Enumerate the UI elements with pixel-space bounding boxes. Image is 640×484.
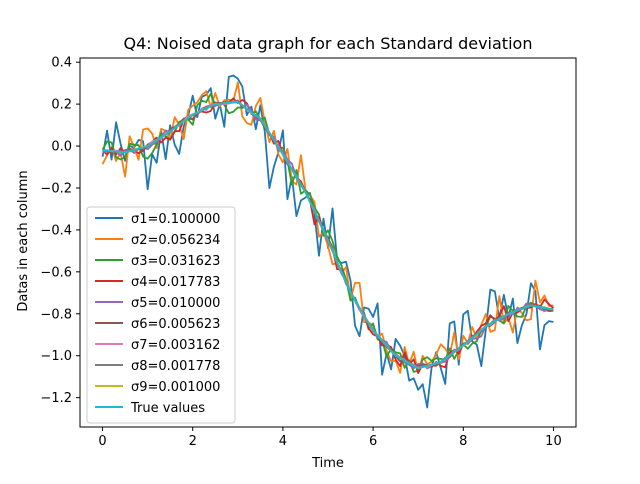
series-line-10 bbox=[102, 101, 554, 370]
y-tick-label: −0.6 bbox=[40, 265, 72, 280]
legend-label: True values bbox=[130, 401, 205, 416]
x-axis-label: Time bbox=[311, 456, 344, 471]
legend-label: σ5=0.010000 bbox=[131, 296, 220, 311]
legend-label: σ3=0.031623 bbox=[131, 254, 220, 269]
y-tick-label: 0.0 bbox=[51, 140, 72, 155]
legend-label: σ6=0.005623 bbox=[131, 317, 220, 332]
y-tick-label: −1.0 bbox=[40, 349, 72, 364]
x-tick-label: 2 bbox=[189, 434, 197, 449]
legend-box bbox=[86, 206, 236, 424]
y-tick-label: −0.8 bbox=[40, 307, 72, 322]
legend-label: σ7=0.003162 bbox=[131, 338, 220, 353]
legend: σ1=0.100000 σ2=0.056234 σ3=0.031623 σ4=0.01… bbox=[86, 206, 236, 424]
chart-title: Q4: Noised data graph for each Standard … bbox=[124, 34, 533, 53]
x-tick-label: 4 bbox=[279, 434, 287, 449]
x-tick-label: 10 bbox=[545, 434, 562, 449]
legend-label: σ2=0.056234 bbox=[131, 233, 220, 248]
x-tick-label: 6 bbox=[369, 434, 377, 449]
y-axis-label: Datas in each column bbox=[16, 170, 31, 311]
legend-label: σ4=0.017783 bbox=[131, 275, 220, 290]
legend-label: σ8=0.001778 bbox=[131, 359, 220, 374]
y-tick-label: 0.4 bbox=[51, 56, 72, 71]
series-layer bbox=[101, 74, 555, 409]
x-tick-label: 8 bbox=[459, 434, 467, 449]
plot-frame bbox=[79, 57, 577, 428]
y-tick-label: −0.4 bbox=[40, 223, 72, 238]
axes-layer: 0 2 4 6 8 10 0.4 0.2 0.0 −0.2 −0.4 −0.6 −0.8 −1.0 −1.2 bbox=[40, 56, 577, 449]
y-tick-label: −0.2 bbox=[40, 181, 72, 196]
legend-label: σ9=0.001000 bbox=[131, 380, 220, 395]
x-tick-label: 0 bbox=[98, 434, 106, 449]
y-tick-label: −1.2 bbox=[40, 391, 72, 406]
y-tick-label: 0.2 bbox=[51, 98, 72, 113]
legend-label: σ1=0.100000 bbox=[131, 212, 220, 227]
